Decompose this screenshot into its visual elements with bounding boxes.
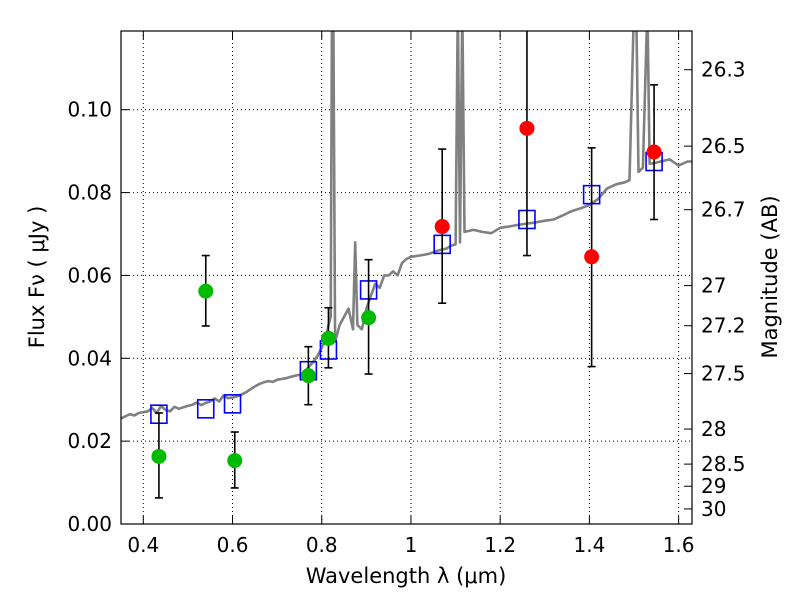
x-tick-label: 0.6: [217, 533, 249, 557]
plot-frame: [120, 30, 693, 525]
model-photometry-square: [223, 394, 242, 414]
red-photometry-point: [434, 219, 450, 235]
plot-marks: [121, 31, 692, 499]
y-tick-label: 0.00: [67, 512, 112, 536]
y-tick-label: 0.10: [67, 98, 112, 122]
magnitude-tick-label: 26.7: [701, 198, 746, 222]
x-tick-label: 0.4: [127, 533, 159, 557]
axes: 0.4 0.6 0.8 1 1.2 1.4 1.6 0.00 0.02 0.04 0.06 0.08 0…: [67, 31, 746, 557]
y-tick-label: 0.04: [67, 346, 112, 370]
green-photometry-point: [151, 448, 167, 464]
green-photometry-point: [361, 310, 377, 326]
magnitude-tick-label: 28: [701, 417, 726, 441]
x-axis-title: Wavelength λ (μm): [306, 564, 507, 588]
y-axis-title: Flux Fν ( μJy ): [25, 206, 49, 349]
magnitude-tick-label: 27.2: [701, 314, 746, 338]
green-photometry-point: [300, 368, 316, 384]
green-photometry-point: [320, 330, 336, 346]
x-tick-label: 1.6: [663, 533, 695, 557]
red-photometry-point: [646, 144, 662, 160]
x-tick-label: 1.2: [484, 533, 516, 557]
x-tick-label: 1.4: [573, 533, 605, 557]
model-photometry-square: [196, 399, 215, 419]
magnitude-tick-label: 30: [701, 497, 726, 521]
x-tick-label: 0.8: [306, 533, 338, 557]
red-photometry-point: [519, 120, 535, 136]
red-photometry-point: [584, 249, 600, 265]
magnitude-tick-label: 28.5: [701, 452, 746, 476]
x-tick-label: 1: [405, 533, 418, 557]
magnitude-tick-label: 27.5: [701, 362, 746, 386]
y-tick-label: 0.08: [67, 181, 112, 205]
green-photometry-point: [198, 283, 214, 299]
magnitude-tick-label: 26.3: [701, 58, 746, 82]
magnitude-tick-label: 29: [701, 474, 726, 498]
magnitude-axis-title: Magnitude (AB): [758, 195, 782, 358]
magnitude-tick-label: 26.5: [701, 134, 746, 158]
plot-area: [121, 31, 692, 524]
magnitude-tick-label: 27: [701, 274, 726, 298]
green-photometry-point: [227, 453, 243, 469]
y-tick-label: 0.06: [67, 263, 112, 287]
y-tick-label: 0.02: [67, 429, 112, 453]
model-spectrum-line: [121, 31, 692, 420]
